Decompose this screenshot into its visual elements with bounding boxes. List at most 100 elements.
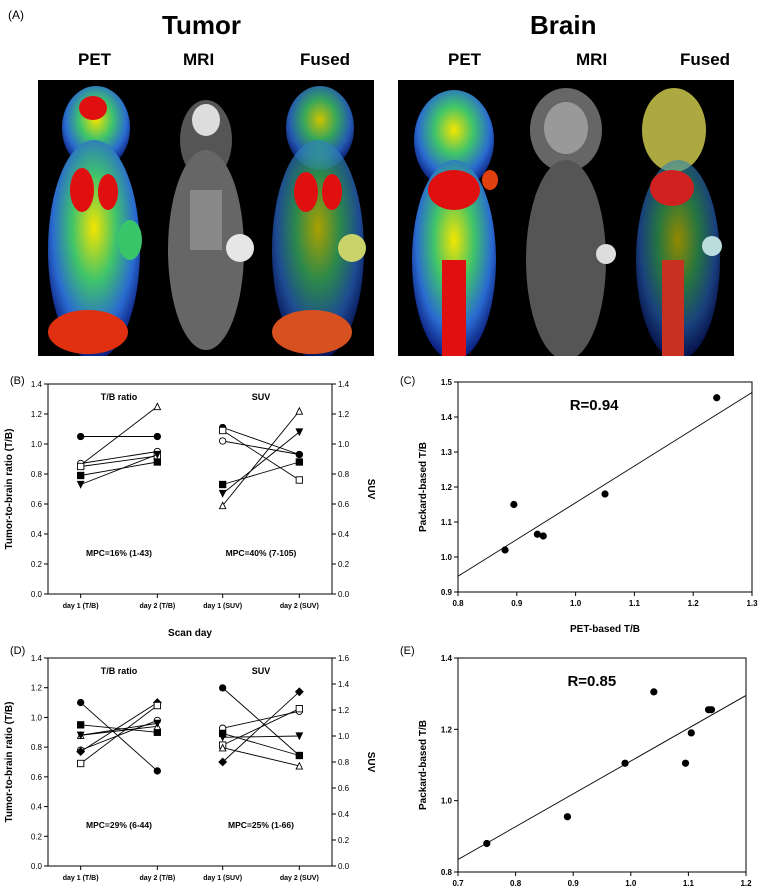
left-y-tick-label: 0.6	[31, 773, 43, 782]
tumor-pet-label: PET	[78, 50, 112, 69]
suv-series-line	[222, 710, 300, 729]
suv-mpc-annotation: MPC=40% (7-105)	[226, 548, 297, 558]
y-tick-label: 1.5	[441, 378, 453, 387]
panel-d-label: (D)	[10, 645, 25, 657]
y-tick-label: 1.1	[441, 518, 453, 527]
brain-fused-label: Fused	[680, 50, 731, 69]
tb-day1-point	[77, 698, 85, 707]
x-tick-label: 1.2	[740, 879, 752, 888]
tb-series-line	[80, 461, 158, 476]
tb-day2-point	[153, 432, 161, 441]
brain-pet-scan-image	[398, 80, 510, 356]
suv-day1-point	[218, 489, 227, 498]
tb-day1-point	[76, 747, 86, 757]
x-tick-label: 0.8	[510, 879, 522, 888]
suv-day1-point	[218, 757, 228, 767]
suv-day2-point	[294, 687, 304, 697]
panel-b-label: (B)	[10, 375, 25, 387]
tb-day1-point	[77, 721, 85, 729]
tb-day2-point	[153, 458, 161, 466]
y-tick-label: 1.2	[441, 483, 453, 492]
suv-day2-point	[295, 751, 303, 760]
right-y-tick-label: 0.8	[338, 470, 350, 479]
right-y-tick-label: 0.6	[338, 500, 350, 509]
right-y-tick-label: 0.4	[338, 810, 350, 819]
tb-day1-point	[77, 759, 85, 768]
y-tick-label: 1.4	[441, 654, 453, 663]
y-tick-label: 1.4	[441, 413, 453, 422]
scatter-point	[687, 729, 695, 737]
x-tick-label: day 2 (T/B)	[139, 603, 175, 610]
suv-mpc-annotation: MPC=25% (1-66)	[228, 820, 294, 830]
scatter-point	[563, 813, 572, 821]
suv-day2-point	[295, 458, 303, 466]
panel-c-label: (C)	[400, 375, 415, 387]
x-tick-label: day 1 (T/B)	[63, 875, 99, 882]
suv-day2-point	[295, 406, 304, 415]
tb-series-line	[80, 455, 158, 467]
scatter-point	[650, 688, 658, 696]
x-tick-label: day 1 (SUV)	[203, 603, 242, 610]
chart-e: (E) 0.7 0.8 0.9 1.0 1.1 1.2 0.8 1.0 1.2 1.4 Packar…	[400, 645, 752, 888]
left-y-tick-label: 1.4	[31, 654, 43, 663]
brain-title: Brain	[530, 10, 597, 40]
scatter-point	[483, 839, 491, 848]
brain-fused-scan-image	[622, 80, 734, 356]
plot-frame	[47, 383, 333, 595]
left-y-tick-label: 1.2	[31, 410, 43, 419]
suv-day1-point	[218, 501, 227, 510]
y-axis-label: Tumor-to-brain ratio (T/B)	[4, 702, 15, 823]
right-y-tick-label: 0.4	[338, 530, 350, 539]
tumor-fused-scan-image	[262, 80, 374, 356]
x-tick-label: day 2 (T/B)	[139, 875, 175, 882]
y-tick-label: 0.9	[441, 588, 453, 597]
tumor-fused-label: Fused	[300, 50, 351, 69]
tb-day2-point	[153, 719, 162, 728]
brain-mri-scan-image	[510, 80, 622, 356]
suv-day1-point	[219, 684, 227, 692]
x-tick-label: 1.1	[683, 879, 695, 888]
left-y-tick-label: 0.0	[31, 590, 43, 599]
x-tick-label: 1.0	[625, 879, 637, 888]
tb-day1-point	[76, 731, 85, 740]
right-y-axis-label: SUV	[365, 479, 376, 500]
right-y-tick-label: 1.4	[338, 680, 350, 689]
suv-series-line	[222, 427, 300, 455]
right-y-tick-label: 1.2	[338, 706, 350, 715]
regression-line	[457, 392, 753, 577]
y-axis-label: Tumor-to-brain ratio (T/B)	[4, 429, 15, 550]
suv-day2-point	[295, 450, 303, 459]
tb-group-title: T/B ratio	[101, 666, 138, 676]
scatter-point	[510, 500, 518, 509]
brain-mri-label: MRI	[576, 50, 608, 69]
tb-day1-point	[77, 432, 85, 441]
y-axis-label: Packard-based T/B	[418, 720, 429, 810]
plot-frame	[457, 657, 747, 873]
left-y-tick-label: 0.4	[31, 803, 43, 812]
x-axis-label: Scan day	[168, 628, 212, 639]
correlation-annotation: R=0.94	[570, 397, 619, 414]
tb-day1-point	[77, 462, 85, 471]
right-y-tick-label: 1.6	[338, 654, 350, 663]
x-tick-label: 0.8	[452, 599, 464, 608]
panel-a-label: (A)	[8, 8, 24, 22]
suv-day2-point	[295, 705, 303, 713]
suv-series-line	[222, 461, 300, 485]
right-y-tick-label: 0.6	[338, 784, 350, 793]
tb-mpc-annotation: MPC=29% (6-44)	[86, 820, 152, 830]
left-y-tick-label: 1.2	[31, 684, 43, 693]
right-y-tick-label: 1.4	[338, 380, 350, 389]
left-y-tick-label: 0.0	[31, 862, 43, 871]
right-y-tick-label: 0.0	[338, 862, 350, 871]
right-y-tick-label: 1.2	[338, 410, 350, 419]
left-y-tick-label: 0.8	[31, 743, 43, 752]
x-axis-label: PET-based T/B	[570, 624, 640, 635]
x-tick-label: day 1 (SUV)	[203, 875, 242, 882]
right-y-tick-label: 1.0	[338, 440, 350, 449]
tb-day2-point	[153, 701, 161, 710]
x-tick-label: day 1 (T/B)	[63, 603, 99, 610]
suv-series-line	[222, 440, 300, 455]
tumor-mri-scan-image	[150, 80, 262, 356]
chart-b: (B) 0.0 0.2 0.4 0.6 0.8 1.0 1.2 1.4 0.0 0.2 0.4 0.6…	[4, 375, 376, 639]
left-y-tick-label: 0.8	[31, 470, 43, 479]
